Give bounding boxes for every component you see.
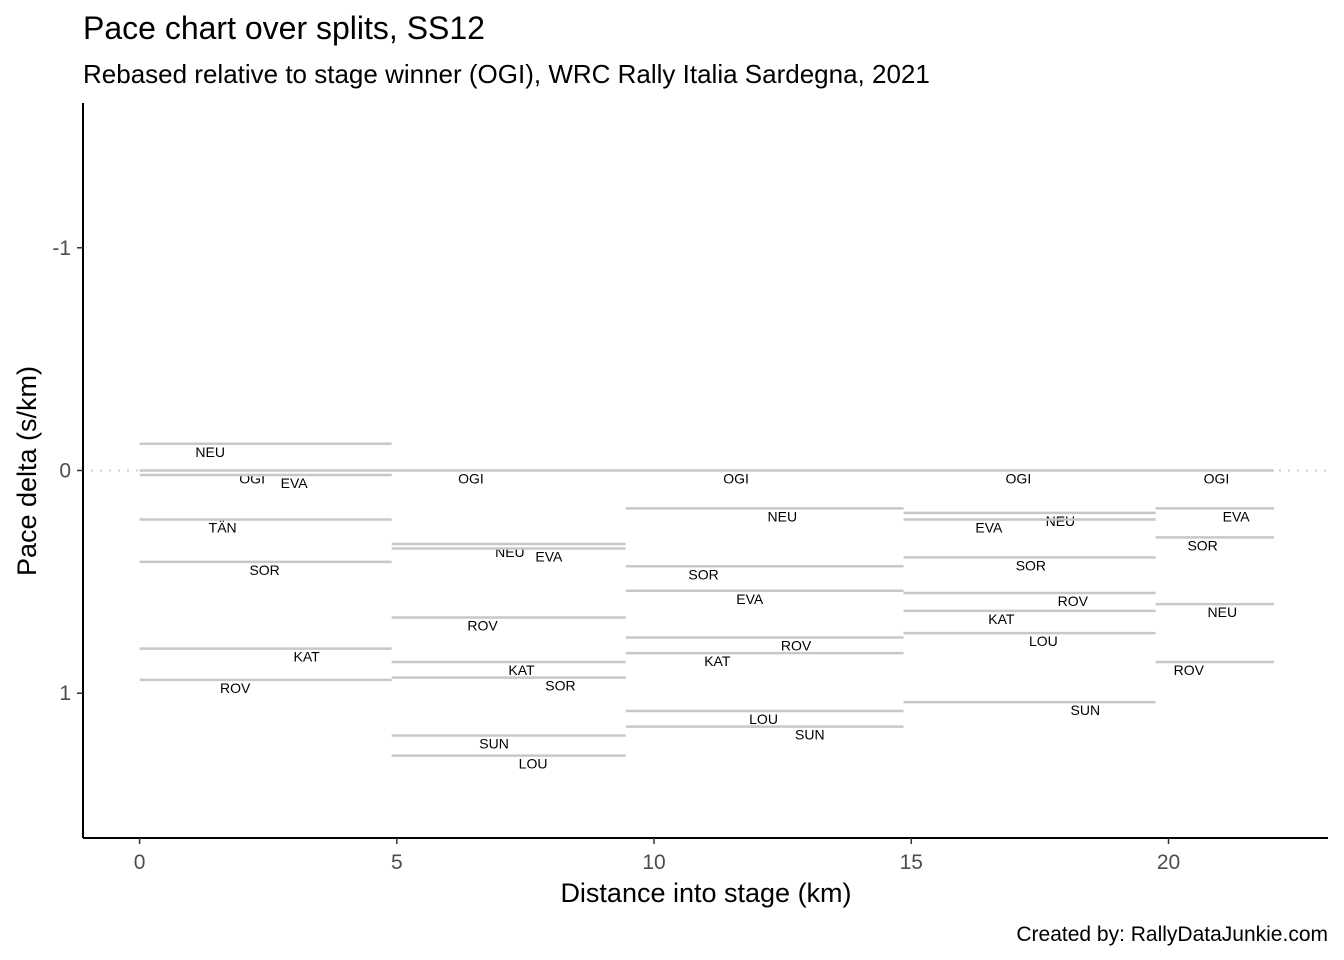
driver-label: SUN (1071, 702, 1101, 718)
driver-label: NEU (195, 444, 225, 460)
driver-label: SOR (1016, 557, 1046, 573)
plot-area: 0 5 10 15 20 -1 0 1 NEU OGI EVA TÄN SOR KAT ROV OGI NEU E… (52, 103, 1328, 874)
driver-label: ROV (467, 618, 498, 634)
y-tick-label: 1 (59, 682, 71, 705)
driver-label: KAT (988, 611, 1015, 627)
driver-label: NEU (495, 544, 525, 560)
driver-label: ROV (1058, 593, 1089, 609)
driver-label: OGI (1006, 471, 1032, 487)
driver-label: SOR (1187, 537, 1217, 553)
driver-label: SOR (249, 562, 279, 578)
driver-label: EVA (975, 520, 1003, 536)
driver-label: EVA (736, 591, 764, 607)
chart-subtitle: Rebased relative to stage winner (OGI), … (83, 59, 930, 89)
driver-label: LOU (1029, 633, 1058, 649)
driver-label: SUN (479, 736, 509, 752)
driver-label: OGI (723, 471, 749, 487)
driver-label: SOR (688, 566, 718, 582)
driver-label: OGI (239, 471, 265, 487)
x-tick-label: 0 (134, 851, 146, 874)
driver-label: LOU (749, 711, 778, 727)
driver-label: NEU (768, 508, 798, 524)
driver-label: OGI (1204, 471, 1230, 487)
y-axis-title: Pace delta (s/km) (12, 366, 42, 576)
chart-caption: Created by: RallyDataJunkie.com (1016, 923, 1328, 946)
y-tick-label: 0 (59, 460, 71, 483)
driver-label: SUN (795, 727, 825, 743)
x-tick-label: 15 (900, 851, 923, 874)
chart-title: Pace chart over splits, SS12 (83, 10, 485, 46)
driver-label: NEU (1046, 513, 1076, 529)
driver-label: ROV (1174, 662, 1205, 678)
x-tick-label: 5 (391, 851, 403, 874)
y-tick-label: -1 (52, 237, 71, 260)
driver-label: SOR (545, 678, 575, 694)
driver-label: EVA (535, 548, 563, 564)
x-axis-title: Distance into stage (km) (560, 878, 851, 908)
driver-label: KAT (508, 662, 535, 678)
driver-label: EVA (1223, 508, 1251, 524)
driver-label: TÄN (209, 520, 237, 536)
driver-label: OGI (458, 471, 484, 487)
x-tick-label: 10 (642, 851, 665, 874)
driver-label: KAT (293, 649, 320, 665)
driver-label: ROV (781, 638, 812, 654)
driver-label: EVA (281, 475, 309, 491)
x-tick-label: 20 (1157, 851, 1180, 874)
driver-label: NEU (1208, 604, 1238, 620)
driver-label: KAT (704, 653, 731, 669)
driver-label: ROV (220, 680, 251, 696)
driver-label: LOU (519, 756, 548, 772)
